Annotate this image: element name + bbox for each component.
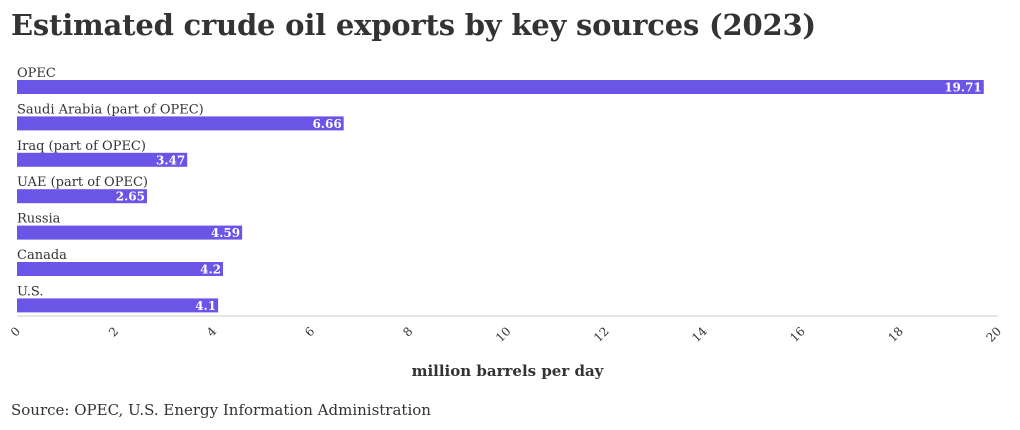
- category-labels-layer: OPEC Saudi Arabia (part of OPEC) Iraq (par…: [17, 66, 204, 299]
- x-tick-label-8: 16: [787, 324, 808, 345]
- bar-3: [17, 189, 147, 204]
- category-label-3: UAE (part of OPEC): [17, 175, 148, 190]
- x-tick-label-9: 18: [885, 324, 906, 345]
- x-axis-title: million barrels per day: [412, 362, 605, 380]
- category-label-0: OPEC: [17, 66, 56, 81]
- x-tick-label-2: 4: [204, 324, 220, 340]
- bar-1: [17, 116, 344, 131]
- category-label-5: Canada: [17, 248, 67, 263]
- bar-0: [17, 80, 984, 94]
- x-tick-label-6: 12: [591, 324, 612, 345]
- value-labels-layer: 19.71 6.66 3.47 2.65 4.59 4.2 4.1: [116, 81, 982, 313]
- category-label-1: Saudi Arabia (part of OPEC): [17, 102, 204, 117]
- x-tick-label-4: 8: [400, 324, 415, 339]
- x-ticks-layer: 0 2 4 6 8 10 12 14 16 18 20: [8, 324, 1004, 345]
- bar-5: [17, 262, 224, 276]
- bars-layer: [17, 80, 984, 313]
- value-label-2: 3.47: [156, 153, 185, 167]
- value-label-5: 4.2: [200, 263, 221, 277]
- bar-4: [17, 225, 243, 240]
- bar-6: [17, 298, 219, 313]
- value-label-3: 2.65: [116, 190, 145, 204]
- category-label-4: Russia: [17, 212, 61, 227]
- x-tick-label-3: 6: [302, 324, 317, 339]
- x-tick-label-0: 0: [8, 324, 23, 339]
- value-label-4: 4.59: [211, 226, 240, 240]
- x-tick-label-5: 10: [493, 324, 514, 345]
- bar-2: [17, 152, 188, 167]
- value-label-1: 6.66: [312, 117, 341, 131]
- source-note: Source: OPEC, U.S. Energy Information Ad…: [11, 401, 431, 419]
- x-tick-label-10: 20: [983, 324, 1004, 345]
- value-label-6: 4.1: [195, 299, 216, 313]
- x-tick-label-1: 2: [106, 324, 121, 339]
- category-label-2: Iraq (part of OPEC): [17, 139, 146, 154]
- category-label-6: U.S.: [17, 284, 43, 299]
- chart-title: Estimated crude oil exports by key sourc…: [11, 8, 816, 42]
- value-label-0: 19.71: [944, 81, 982, 95]
- x-tick-label-7: 14: [689, 324, 710, 345]
